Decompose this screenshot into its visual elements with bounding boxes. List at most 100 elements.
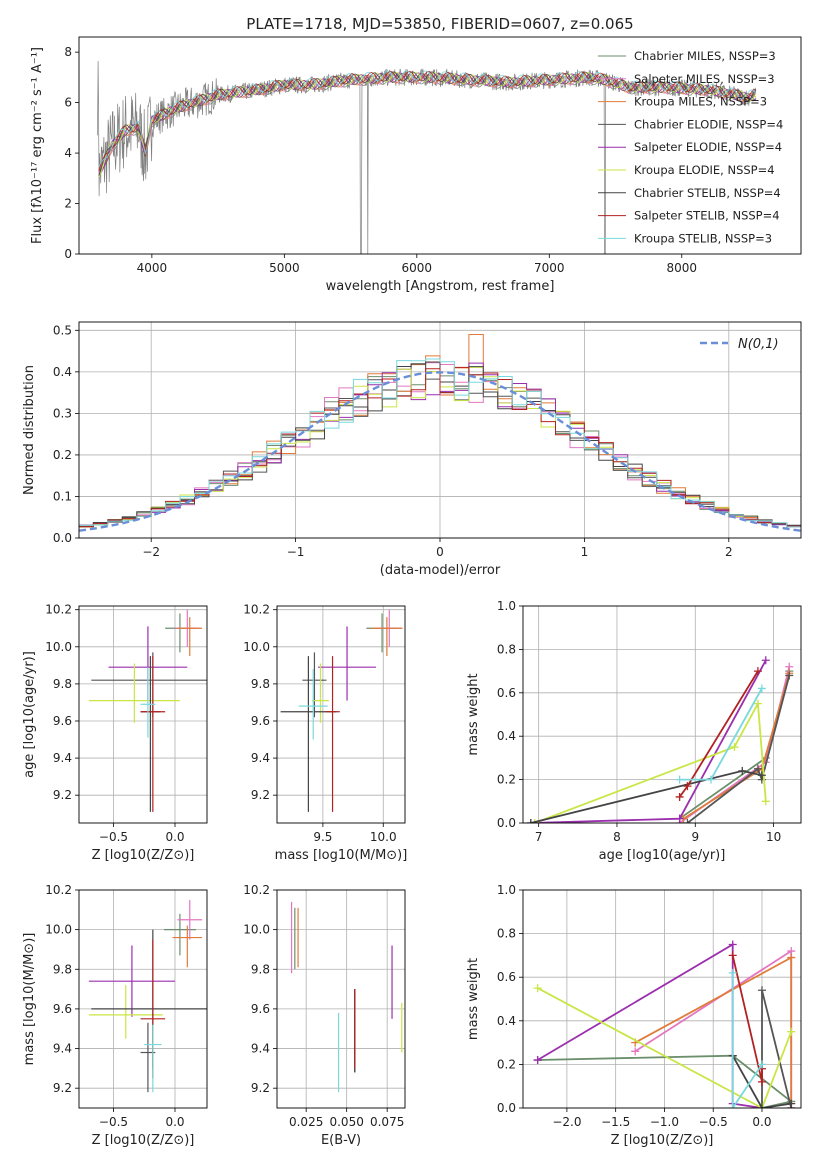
legend-entry: Chabrier MILES, NSSP=3 <box>634 49 776 63</box>
y-tick-label: 9.4 <box>251 1042 270 1056</box>
y-tick-label: 1.0 <box>497 883 516 897</box>
spectrum-model-line-4 <box>98 72 757 175</box>
y-tick-label: 8 <box>64 45 72 59</box>
legend-entry: Chabrier ELODIE, NSSP=4 <box>634 117 783 131</box>
y-tick-label: 10.0 <box>45 640 72 654</box>
weight-marker <box>706 775 715 784</box>
weight-marker <box>675 775 684 784</box>
x-tick-label: −0.5 <box>99 1115 128 1129</box>
x-tick-label: 9 <box>691 830 699 844</box>
y-tick-label: 10.2 <box>243 883 270 897</box>
weight-marker <box>526 819 535 823</box>
x-tick-label: 0.075 <box>370 1115 404 1129</box>
panel-residuals: −2 −1 0 1 2 0.0 0.1 0.2 0.3 0.4 0.5 (data-model)/er… <box>22 321 802 578</box>
x-tick-label: 0.0 <box>165 830 184 844</box>
legend-entry: Chabrier STELIB, NSSP=4 <box>634 186 781 200</box>
x-tick-label: −1.0 <box>650 1115 679 1129</box>
y-tick-label: 9.4 <box>251 751 270 765</box>
axes-frame <box>78 605 208 824</box>
y-tick-label: 0.0 <box>497 816 516 830</box>
x-tick-label: 10 <box>766 830 781 844</box>
y-tick-label: 0.3 <box>53 406 72 420</box>
legend-entry: Salpeter ELODIE, NSSP=4 <box>634 140 782 154</box>
y-tick-label: 9.2 <box>53 788 72 802</box>
axes-frame <box>78 889 208 1109</box>
legend-entry: Salpeter MILES, NSSP=3 <box>634 72 775 86</box>
x-tick-label: 2 <box>725 545 733 559</box>
legend-entry: Kroupa ELODIE, NSSP=4 <box>634 163 775 177</box>
y-tick-label: 9.6 <box>53 714 72 728</box>
y-tick-label: 0.6 <box>497 970 516 984</box>
weight-line-6 <box>530 769 762 823</box>
x-tick-label: 9.5 <box>313 830 332 844</box>
weight-marker <box>761 656 770 665</box>
x-tick-label: 4000 <box>137 261 168 275</box>
weight-marker <box>757 1060 766 1069</box>
weight-marker <box>728 940 737 949</box>
y-tick-label: 9.4 <box>53 751 72 765</box>
y-tick-label: 9.6 <box>251 1002 270 1016</box>
y-tick-label: 10.2 <box>45 603 72 617</box>
legend-entry: Kroupa STELIB, NSSP=3 <box>634 231 772 245</box>
y-tick-label: 10.0 <box>243 923 270 937</box>
x-tick-label: 0.025 <box>289 1115 323 1129</box>
x-tick-label: 10.0 <box>370 830 397 844</box>
x-tick-label: −1 <box>287 545 305 559</box>
weight-line-5 <box>537 987 793 1108</box>
weight-line-5 <box>534 700 767 823</box>
y-axis-label: mass weight <box>466 958 481 1040</box>
histogram-series-8 <box>79 358 801 528</box>
plot-area <box>280 609 403 812</box>
y-tick-label: 0.4 <box>497 729 516 743</box>
weight-marker <box>757 684 766 693</box>
weight-marker <box>757 1104 766 1108</box>
axes-frame <box>78 321 802 539</box>
spectrum-model-line-8 <box>98 70 757 168</box>
x-axis-label: Z [log10(Z/Z⊙)] <box>92 848 195 863</box>
y-tick-label: 9.8 <box>53 962 72 976</box>
y-tick-label: 9.6 <box>53 1002 72 1016</box>
panel-mass-vs-z: −0.5 0.0 9.2 9.4 9.6 9.8 10.0 10.2 Z [log10(Z/Z⊙… <box>22 883 208 1148</box>
weight-marker <box>675 792 684 801</box>
x-axis-label: Z [log10(Z/Z⊙)] <box>92 1133 195 1148</box>
x-tick-label: 0.0 <box>165 1115 184 1129</box>
weight-marker <box>631 1047 640 1056</box>
weight-marker <box>787 953 796 962</box>
y-tick-label: 10.0 <box>243 640 270 654</box>
spectrum-model-line-1 <box>98 73 757 173</box>
plot-area <box>79 334 801 532</box>
x-tick-label: 7 <box>535 830 543 844</box>
x-tick-label: 7000 <box>534 261 565 275</box>
weight-marker <box>785 671 794 680</box>
weight-line-6 <box>731 1055 792 1108</box>
weight-marker <box>787 1099 796 1108</box>
x-tick-label: 0.050 <box>329 1115 363 1129</box>
y-tick-label: 0.2 <box>53 448 72 462</box>
plot-area <box>97 61 757 254</box>
x-tick-label: 1 <box>581 545 589 559</box>
weight-line-4 <box>530 659 767 823</box>
axes-frame <box>78 36 802 255</box>
x-tick-label: 0.0 <box>752 1115 771 1129</box>
x-tick-label: −0.5 <box>99 830 128 844</box>
x-axis-label: E(B-V) <box>321 1133 361 1148</box>
y-tick-label: 10.2 <box>45 883 72 897</box>
y-tick-label: 9.8 <box>53 677 72 691</box>
y-tick-label: 0.1 <box>53 489 72 503</box>
weight-marker <box>757 1077 766 1086</box>
histogram-series-7 <box>79 366 801 528</box>
y-axis-label: Normed distribution <box>22 365 37 495</box>
y-tick-label: 10.0 <box>45 923 72 937</box>
plot-area <box>88 899 207 1093</box>
y-tick-label: 0.2 <box>497 773 516 787</box>
x-axis-label: (data-model)/error <box>380 563 501 578</box>
y-axis-label: mass weight <box>466 673 481 755</box>
y-tick-label: 0.8 <box>497 642 516 656</box>
y-tick-label: 0.6 <box>497 686 516 700</box>
weight-marker <box>757 986 766 995</box>
y-tick-label: 0.5 <box>53 323 72 337</box>
figure-title: PLATE=1718, MJD=53850, FIBERID=0607, z=0… <box>246 15 633 33</box>
x-tick-label: −1.5 <box>601 1115 630 1129</box>
weight-marker <box>730 743 739 752</box>
